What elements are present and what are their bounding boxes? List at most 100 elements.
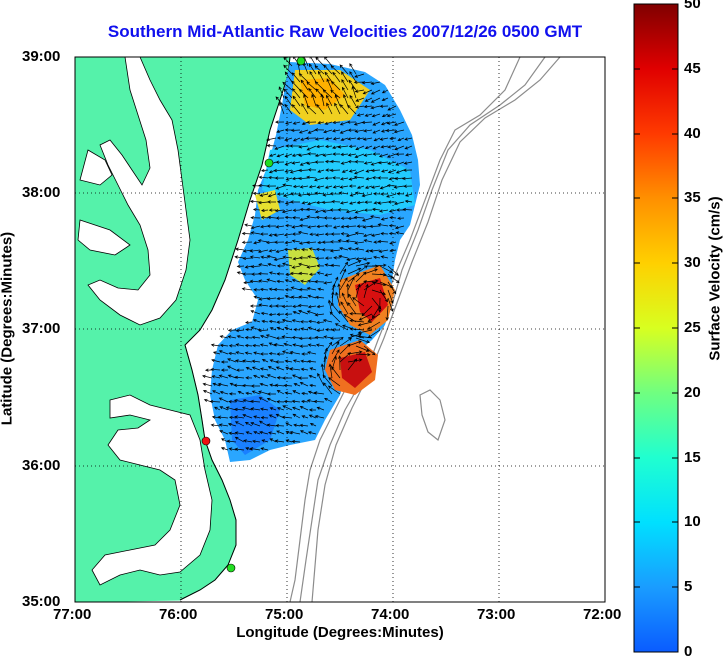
velocity-arrow: [273, 343, 285, 347]
velocity-arrow: [260, 255, 269, 259]
velocity-arrow: [235, 328, 245, 333]
velocity-arrow: [266, 392, 277, 396]
velocity-arrow: [307, 390, 317, 395]
velocity-arrow: [299, 207, 309, 212]
velocity-arrow: [258, 263, 269, 267]
colorbar-tick-label: 10: [684, 513, 701, 530]
velocity-arrow: [378, 153, 389, 158]
velocity-arrow: [291, 225, 301, 229]
velocity-arrow: [323, 355, 328, 371]
velocity-arrow: [275, 216, 285, 220]
velocity-arrow: [393, 185, 405, 189]
velocity-arrow: [291, 161, 301, 165]
velocity-arrow: [291, 335, 301, 340]
velocity-arrow: [341, 71, 349, 83]
velocity-arrow: [259, 367, 269, 371]
velocity-arrow: [332, 145, 341, 149]
velocity-arrow: [386, 153, 397, 158]
velocity-arrow: [308, 87, 317, 99]
velocity-arrow: [297, 303, 309, 308]
velocity-arrow: [306, 207, 317, 212]
velocity-arrow: [253, 374, 261, 379]
colorbar-ticks: [634, 68, 678, 588]
velocity-arrow: [385, 305, 389, 321]
velocity-arrow: [268, 351, 277, 356]
velocity-arrow: [314, 280, 325, 284]
velocity-arrow: [330, 89, 341, 99]
velocity-arrow: [292, 208, 301, 212]
velocity-arrow: [387, 200, 397, 204]
velocity-arrow: [330, 159, 341, 164]
velocity-arrow: [324, 263, 333, 267]
colorbar-tick-label: 0: [684, 643, 693, 660]
velocity-arrow: [309, 422, 317, 427]
velocity-arrow: [299, 405, 309, 411]
velocity-arrow: [330, 80, 341, 91]
velocity-arrow: [331, 341, 340, 355]
velocity-arrow: [228, 392, 237, 396]
velocity-arrow: [228, 415, 237, 420]
velocity-arrow: [363, 279, 379, 283]
velocity-arrow: [339, 246, 349, 251]
velocity-arrow: [332, 120, 341, 125]
velocity-arrow: [234, 375, 245, 380]
velocity-arrow: [380, 192, 389, 196]
velocity-arrow: [370, 81, 381, 85]
velocity-arrow: [307, 152, 317, 156]
velocity-arrow: [258, 390, 269, 395]
velocity-arrow: [340, 232, 349, 236]
velocity-arrow: [307, 359, 317, 364]
velocity-arrow: [245, 391, 253, 396]
y-tick-label: 39:00: [22, 48, 61, 65]
velocity-arrow: [227, 335, 237, 339]
velocity-arrow: [279, 102, 285, 115]
velocity-arrow: [298, 176, 309, 181]
velocity-arrow: [291, 239, 301, 243]
velocity-arrow: [315, 295, 325, 300]
velocity-arrow: [339, 121, 349, 126]
velocity-arrow: [340, 216, 349, 220]
velocity-arrow: [352, 297, 365, 307]
velocity-arrow: [339, 177, 349, 181]
velocity-arrow: [311, 93, 317, 107]
velocity-arrow: [340, 152, 349, 157]
velocity-arrow: [323, 281, 333, 285]
velocity-arrow: [356, 185, 365, 189]
velocity-arrow: [210, 343, 221, 347]
velocity-arrow: [332, 225, 341, 229]
velocity-arrow: [397, 137, 405, 142]
velocity-arrow: [307, 336, 317, 340]
velocity-arrow: [370, 105, 381, 110]
velocity-arrow: [265, 240, 277, 245]
velocity-arrow: [281, 304, 293, 309]
velocity-arrow: [301, 391, 309, 396]
velocity-arrow: [260, 416, 269, 420]
velocity-arrow: [362, 257, 373, 261]
velocity-arrow: [300, 320, 309, 324]
velocity-arrow: [316, 406, 325, 411]
velocity-arrow: [260, 168, 269, 173]
velocity-arrow: [275, 336, 285, 340]
velocity-arrow: [313, 391, 325, 395]
velocity-arrow: [363, 283, 369, 299]
velocity-arrow: [219, 390, 229, 395]
velocity-arrow: [324, 273, 333, 277]
velocity-arrow: [404, 199, 413, 204]
velocity-arrow: [339, 64, 349, 75]
velocity-arrow: [314, 160, 325, 164]
velocity-arrow: [245, 366, 253, 371]
velocity-arrow: [365, 169, 373, 173]
velocity-arrow: [364, 200, 373, 204]
velocity-arrow: [348, 177, 357, 181]
velocity-arrow: [275, 366, 285, 371]
velocity-arrow: [370, 233, 381, 237]
velocity-arrow: [381, 89, 389, 94]
velocity-arrow: [313, 177, 325, 182]
velocity-arrow: [275, 360, 285, 364]
velocity-arrow: [298, 262, 309, 267]
velocity-arrow: [298, 271, 309, 276]
velocity-arrow: [330, 65, 341, 75]
velocity-arrow: [268, 249, 277, 253]
velocity-arrow: [298, 309, 309, 315]
velocity-arrow: [291, 319, 301, 323]
